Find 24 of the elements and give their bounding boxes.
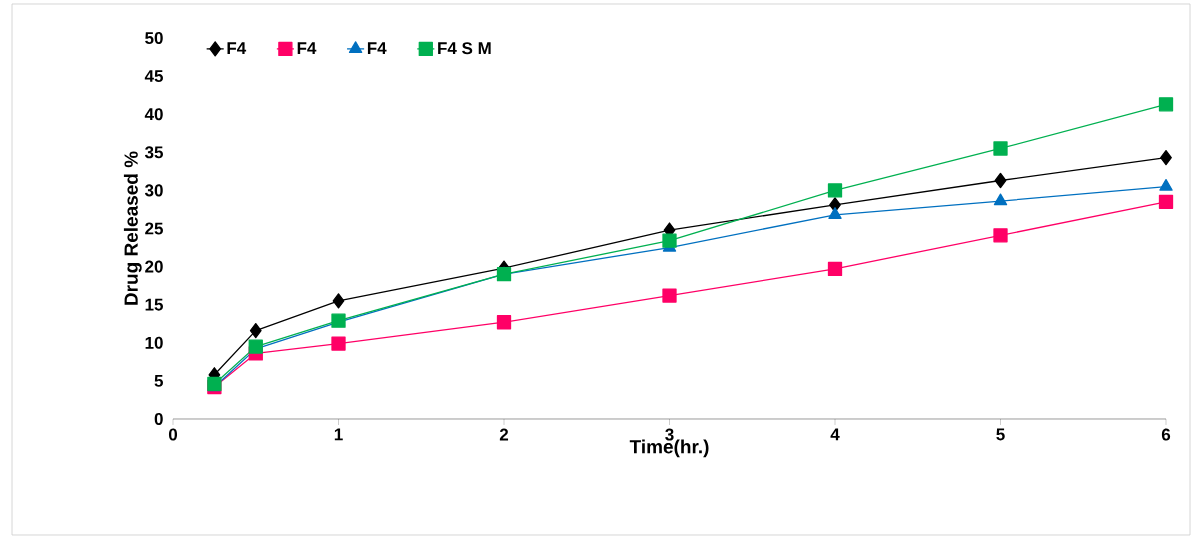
y-tick-label: 15: [145, 298, 163, 311]
y-tick-label: 35: [144, 146, 163, 159]
y-tick-label: 25: [145, 222, 163, 235]
y-tick-label: 50: [145, 31, 163, 45]
y-tick-label: 40: [144, 108, 163, 121]
x-tick-label: 2: [499, 428, 509, 441]
legend-label: F4: [227, 42, 247, 54]
y-tick-label: 10: [145, 336, 163, 349]
x-tick-label: 6: [1161, 428, 1171, 441]
y-tick-label: 0: [154, 412, 163, 426]
legend-label: F4: [367, 42, 387, 54]
y-axis-title: Drug Released %: [123, 151, 142, 305]
y-tick-label: 20: [145, 260, 163, 273]
legend-label: F4: [297, 42, 317, 54]
y-tick-label: 5: [154, 374, 163, 387]
x-axis-title: Time(hr.): [629, 439, 709, 458]
x-tick-label: 3: [665, 428, 674, 441]
y-tick-label: 30: [144, 184, 163, 197]
x-tick-label: 0: [168, 428, 178, 441]
y-tick-label: 45: [144, 70, 163, 83]
legend-label: F4 S M: [438, 42, 491, 55]
x-tick-label: 5: [996, 428, 1005, 441]
x-tick-label: 1: [334, 428, 343, 441]
x-tick-label: 4: [830, 428, 840, 441]
